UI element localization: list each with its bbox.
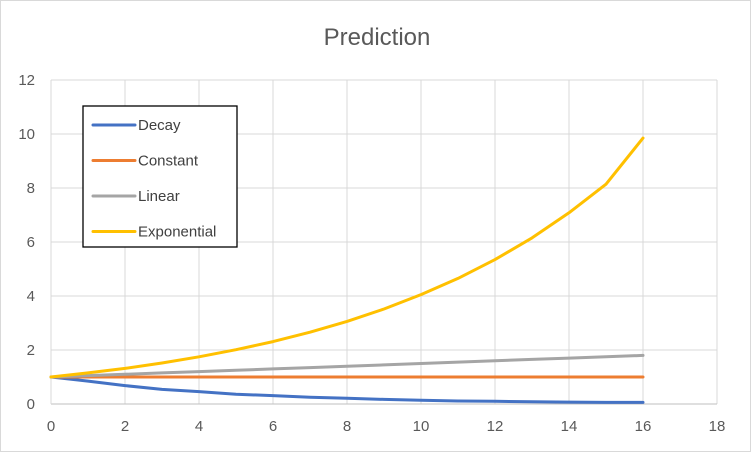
y-tick-label: 6 (27, 234, 35, 251)
legend-label-linear: Linear (138, 188, 180, 205)
x-tick-label: 2 (121, 418, 129, 435)
x-tick-label: 6 (269, 418, 277, 435)
series-line-exponential (49, 136, 645, 379)
x-tick-label: 8 (343, 418, 351, 435)
x-tick-label: 18 (709, 418, 726, 435)
series-line-linear (49, 353, 645, 379)
x-tick-label: 4 (195, 418, 203, 435)
y-tick-label: 8 (27, 180, 35, 197)
y-tick-label: 0 (27, 396, 35, 413)
axes: 0 2 4 6 8 10 12 0 2 4 6 8 10 12 14 16 18 (18, 72, 725, 435)
legend: Decay Constant Linear Exponential (82, 105, 238, 248)
chart-title: Prediction (324, 24, 431, 51)
y-tick-label: 2 (27, 342, 35, 359)
y-tick-label: 4 (27, 288, 35, 305)
x-tick-label: 0 (47, 418, 55, 435)
y-tick-label: 10 (18, 126, 35, 143)
x-tick-label: 14 (561, 418, 578, 435)
x-tick-label: 16 (635, 418, 652, 435)
series-line-decay (49, 375, 645, 404)
x-tick-label: 12 (487, 418, 504, 435)
legend-label-constant: Constant (138, 153, 199, 170)
x-tick-label: 10 (413, 418, 430, 435)
legend-label-decay: Decay (138, 117, 181, 134)
y-tick-label: 12 (18, 72, 35, 89)
series-lines (49, 136, 645, 404)
legend-label-exponential: Exponential (138, 224, 216, 241)
legend-box (82, 105, 238, 248)
